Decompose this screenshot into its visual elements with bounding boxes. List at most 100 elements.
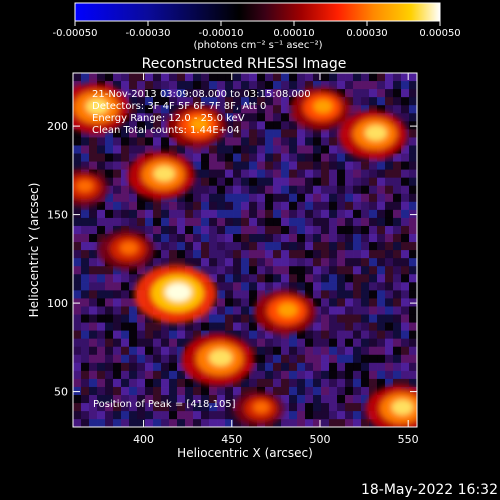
texture-cell	[257, 169, 266, 178]
texture-cell	[233, 306, 242, 315]
texture-cell	[177, 395, 186, 404]
texture-cell	[329, 81, 338, 90]
texture-cell	[385, 346, 394, 355]
texture-cell	[161, 217, 170, 227]
texture-cell	[169, 386, 178, 396]
texture-cell	[369, 314, 378, 323]
texture-cell	[337, 419, 346, 427]
texture-cell	[337, 209, 346, 219]
texture-cell	[177, 225, 186, 235]
texture-cell	[145, 403, 154, 412]
texture-cell	[409, 113, 417, 122]
texture-cell	[281, 362, 290, 372]
texture-cell	[313, 338, 322, 347]
texture-cell	[153, 217, 162, 227]
texture-cell	[81, 217, 90, 227]
texture-cell	[345, 362, 354, 372]
texture-cell	[217, 403, 226, 412]
texture-cell	[113, 419, 122, 427]
texture-cell	[209, 89, 218, 98]
texture-cell	[249, 161, 258, 170]
texture-cell	[385, 225, 394, 235]
texture-cell	[289, 250, 298, 259]
texture-cell	[401, 378, 410, 388]
texture-cell	[401, 314, 410, 323]
texture-cell	[409, 73, 417, 82]
texture-cell	[401, 121, 410, 130]
texture-cell	[249, 258, 258, 267]
texture-cell	[385, 298, 394, 307]
texture-cell	[73, 322, 82, 331]
texture-cell	[281, 81, 290, 90]
texture-cell	[169, 395, 178, 404]
texture-cell	[401, 298, 410, 307]
texture-cell	[105, 290, 114, 299]
texture-cell	[217, 282, 226, 291]
texture-cell	[353, 258, 362, 267]
texture-cell	[121, 338, 130, 347]
texture-cell	[161, 97, 170, 106]
texture-cell	[233, 137, 242, 146]
texture-cell	[201, 89, 210, 98]
texture-cell	[161, 201, 170, 211]
texture-cell	[313, 266, 322, 275]
texture-cell	[177, 419, 186, 427]
texture-cell	[257, 386, 266, 396]
texture-cell	[257, 282, 266, 291]
texture-cell	[129, 153, 138, 162]
texture-cell	[313, 395, 322, 404]
texture-cell	[113, 193, 122, 203]
texture-cell	[265, 354, 274, 364]
texture-cell	[281, 370, 290, 380]
texture-cell	[241, 378, 250, 388]
texture-cell	[73, 314, 82, 323]
texture-cell	[297, 258, 306, 267]
colorbar-tick-label: 0.00010	[273, 28, 314, 39]
texture-cell	[329, 242, 338, 251]
texture-cell	[217, 250, 226, 259]
texture-cell	[201, 177, 210, 186]
texture-cell	[201, 225, 210, 235]
texture-cell	[137, 370, 146, 380]
texture-cell	[209, 209, 218, 219]
texture-cell	[81, 282, 90, 291]
texture-cell	[345, 306, 354, 315]
texture-cell	[153, 81, 162, 90]
texture-cell	[337, 346, 346, 355]
texture-cell	[297, 274, 306, 283]
texture-cell	[281, 250, 290, 259]
texture-cell	[97, 386, 106, 396]
texture-cell	[193, 242, 202, 251]
texture-cell	[369, 266, 378, 275]
texture-cell	[121, 193, 130, 203]
texture-cell	[249, 386, 258, 396]
texture-cell	[393, 161, 402, 170]
texture-cell	[105, 346, 114, 355]
texture-cell	[201, 185, 210, 194]
texture-cell	[329, 378, 338, 388]
texture-cell	[265, 161, 274, 170]
texture-cell	[97, 403, 106, 412]
texture-cell	[329, 314, 338, 323]
texture-cell	[313, 306, 322, 315]
texture-cell	[257, 161, 266, 170]
texture-cell	[401, 201, 410, 211]
texture-cell	[329, 330, 338, 339]
texture-cell	[233, 185, 242, 194]
texture-cell	[225, 330, 234, 339]
texture-cell	[161, 411, 170, 420]
texture-cell	[353, 403, 362, 412]
texture-cell	[113, 225, 122, 235]
texture-cell	[249, 201, 258, 211]
texture-cell	[281, 225, 290, 235]
texture-cell	[241, 161, 250, 170]
texture-cell	[241, 330, 250, 339]
texture-cell	[129, 346, 138, 355]
texture-cell	[313, 250, 322, 259]
texture-cell	[313, 161, 322, 170]
texture-cell	[105, 330, 114, 339]
texture-cell	[329, 145, 338, 154]
texture-cell	[177, 322, 186, 331]
texture-cell	[393, 338, 402, 347]
texture-cell	[113, 81, 122, 90]
